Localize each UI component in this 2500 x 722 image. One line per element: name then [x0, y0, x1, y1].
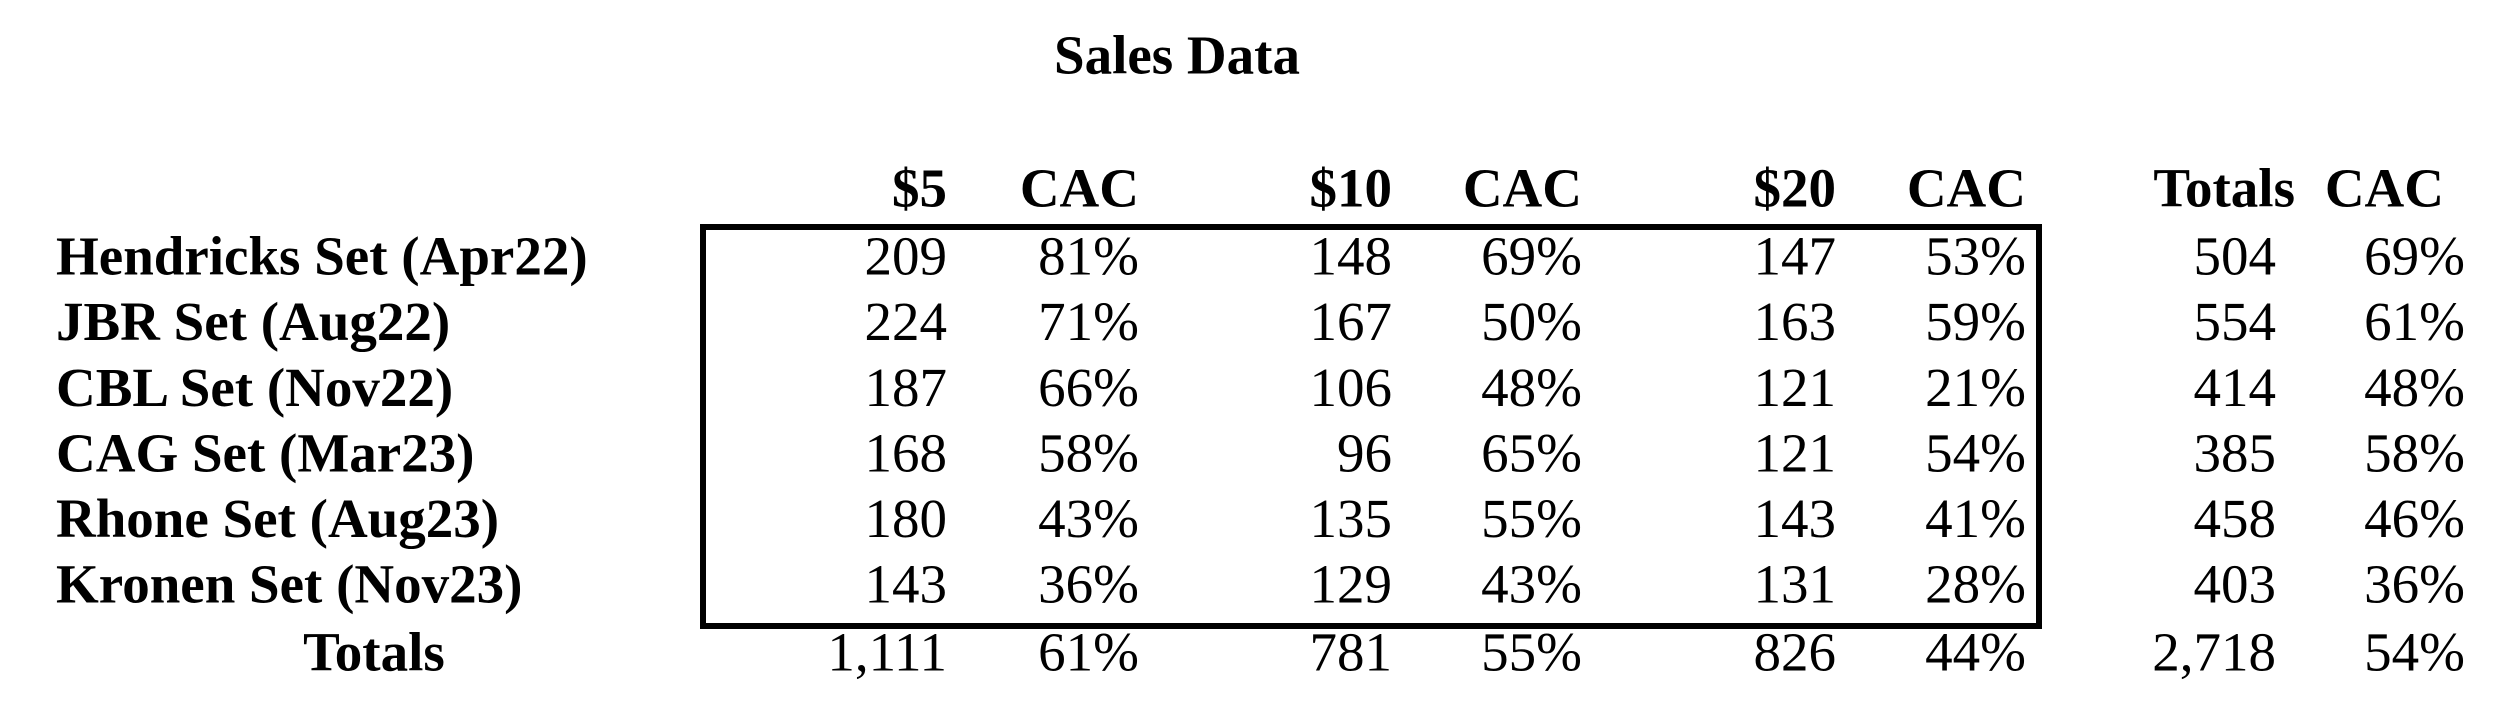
total-cell: 44% — [1925, 622, 2026, 683]
cell: 54% — [1925, 422, 2026, 483]
cell: 96 — [1337, 422, 1392, 483]
column-header: $10 — [1310, 158, 1393, 219]
cell: 71% — [1038, 291, 1139, 352]
cell: 554 — [2194, 291, 2277, 352]
cell: 106 — [1310, 357, 1393, 418]
cell: 129 — [1310, 554, 1393, 615]
cell: 53% — [1925, 226, 2026, 287]
column-header: $5 — [892, 158, 947, 219]
total-cell: 826 — [1754, 622, 1837, 683]
cell: 167 — [1310, 291, 1393, 352]
cell: 135 — [1310, 488, 1393, 549]
cell: 224 — [865, 291, 948, 352]
cell: 168 — [865, 422, 948, 483]
column-header: $20 — [1754, 158, 1837, 219]
cell: 180 — [865, 488, 948, 549]
cell: 48% — [1481, 357, 1582, 418]
cell: 385 — [2194, 422, 2277, 483]
row-label: CBL Set (Nov22) — [56, 357, 453, 418]
cell: 458 — [2194, 488, 2277, 549]
row-label: Kronen Set (Nov23) — [56, 554, 522, 615]
column-header: CAC — [2325, 158, 2444, 219]
cell: 58% — [1038, 422, 1139, 483]
total-cell: 1,111 — [827, 622, 947, 683]
cell: 131 — [1754, 554, 1837, 615]
total-cell: 781 — [1310, 622, 1393, 683]
cell: 143 — [1754, 488, 1837, 549]
cell: 69% — [1481, 226, 1582, 287]
cell: 61% — [2364, 291, 2465, 352]
cell: 147 — [1754, 226, 1837, 287]
cell: 41% — [1925, 488, 2026, 549]
cell: 163 — [1754, 291, 1837, 352]
row-label: CAG Set (Mar23) — [56, 422, 475, 483]
cell: 504 — [2194, 226, 2277, 287]
cell: 46% — [2364, 488, 2465, 549]
cell: 69% — [2364, 226, 2465, 287]
totals-label: Totals — [303, 622, 445, 683]
cell: 403 — [2194, 554, 2277, 615]
cell: 66% — [1038, 357, 1139, 418]
cell: 36% — [2364, 554, 2465, 615]
cell: 81% — [1038, 226, 1139, 287]
cell: 121 — [1754, 422, 1837, 483]
cell: 43% — [1481, 554, 1582, 615]
column-header: CAC — [1463, 158, 1582, 219]
column-header: CAC — [1020, 158, 1139, 219]
column-header: CAC — [1907, 158, 2026, 219]
cell: 121 — [1754, 357, 1837, 418]
total-cell: 54% — [2364, 622, 2465, 683]
table-border — [700, 224, 2042, 629]
cell: 36% — [1038, 554, 1139, 615]
total-cell: 2,718 — [2152, 622, 2276, 683]
cell: 209 — [865, 226, 948, 287]
cell: 148 — [1310, 226, 1393, 287]
cell: 65% — [1481, 422, 1582, 483]
row-label: Rhone Set (Aug23) — [56, 488, 499, 549]
row-label: Hendricks Set (Apr22) — [56, 226, 588, 287]
cell: 414 — [2194, 357, 2277, 418]
column-header: Totals — [2153, 158, 2295, 219]
cell: 50% — [1481, 291, 1582, 352]
cell: 58% — [2364, 422, 2465, 483]
title: Sales Data — [1054, 25, 1300, 86]
cell: 21% — [1925, 357, 2026, 418]
cell: 28% — [1925, 554, 2026, 615]
cell: 59% — [1925, 291, 2026, 352]
cell: 143 — [865, 554, 948, 615]
row-label: JBR Set (Aug22) — [56, 291, 450, 352]
cell: 43% — [1038, 488, 1139, 549]
total-cell: 61% — [1038, 622, 1139, 683]
cell: 187 — [865, 357, 948, 418]
cell: 48% — [2364, 357, 2465, 418]
total-cell: 55% — [1481, 622, 1582, 683]
cell: 55% — [1481, 488, 1582, 549]
